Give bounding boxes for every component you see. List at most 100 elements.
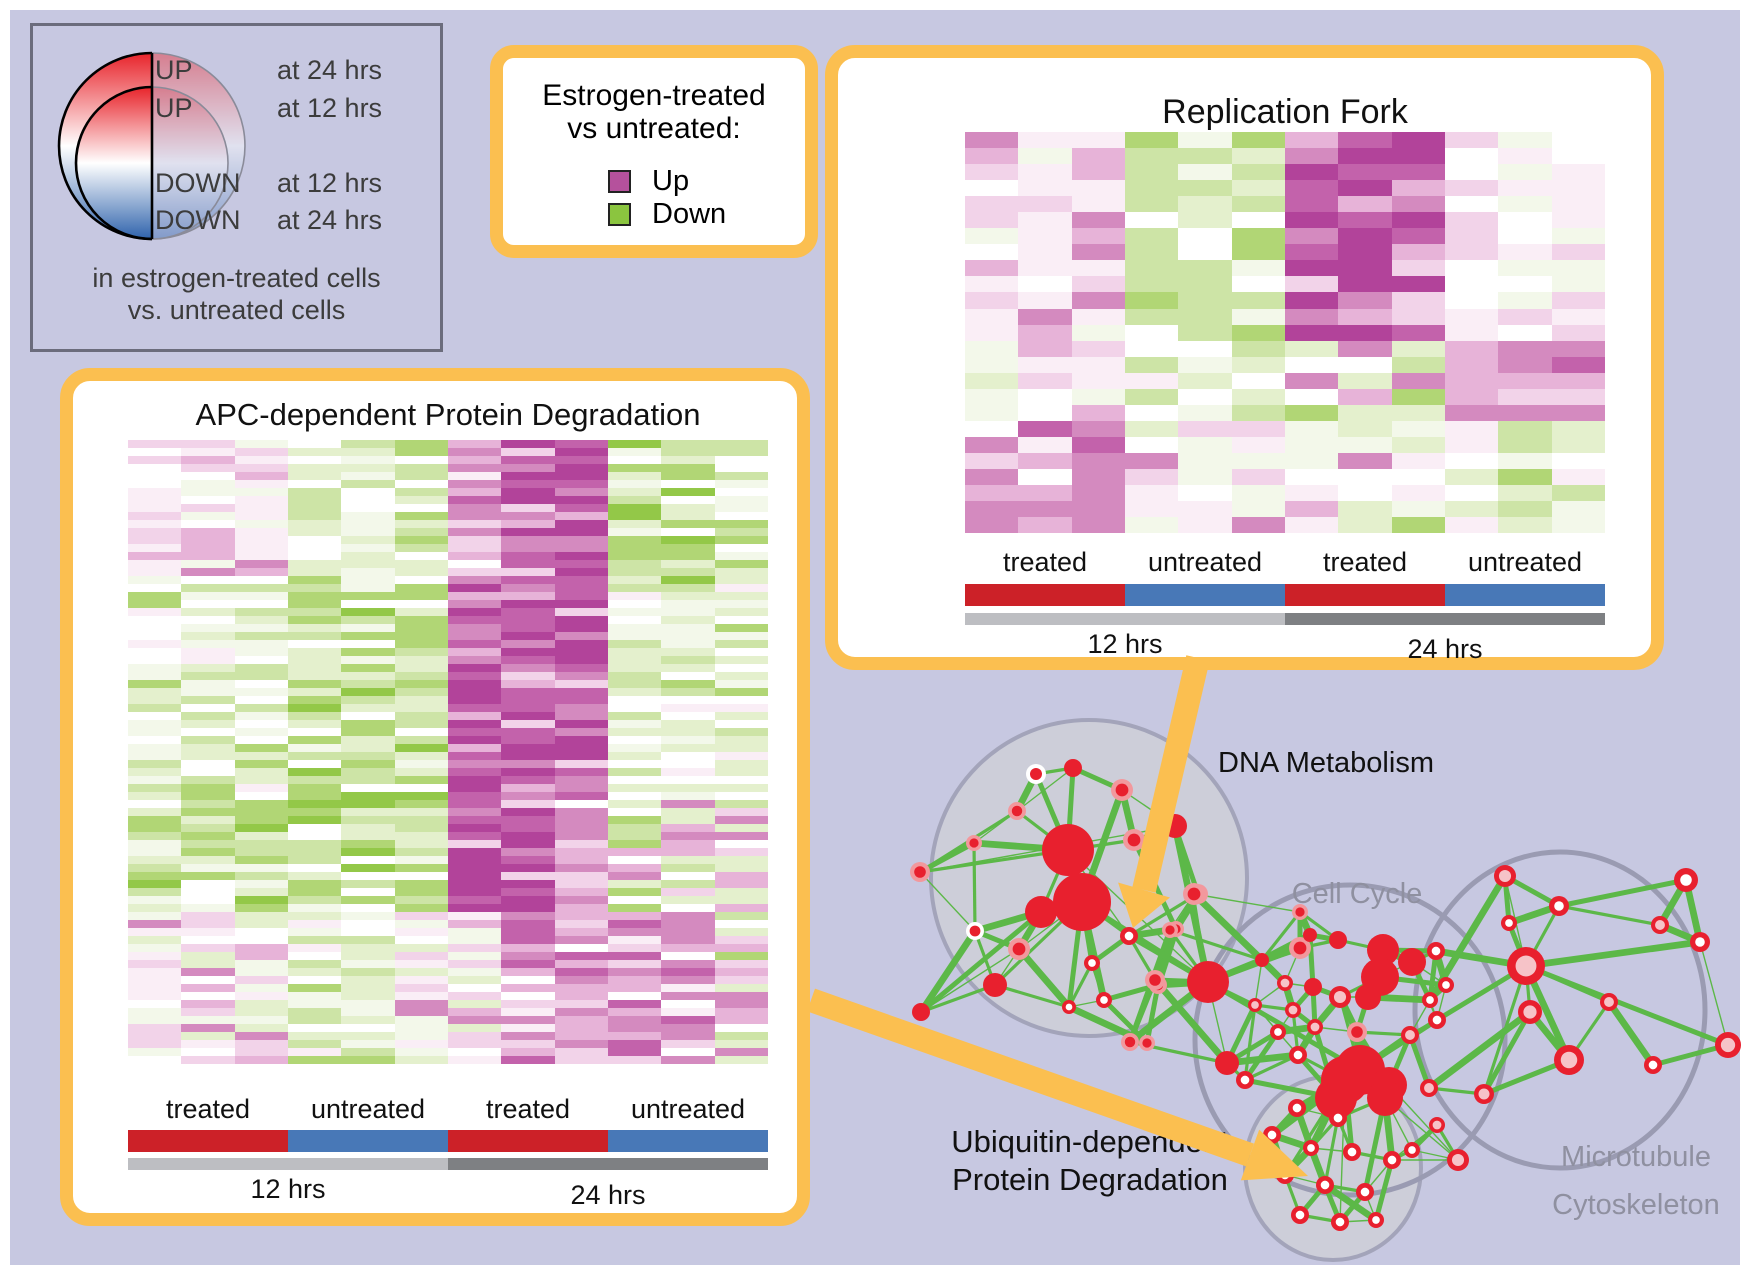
heatmap-cell — [1124, 340, 1179, 357]
heatmap-cell — [501, 880, 555, 888]
heatmap-cell — [714, 608, 768, 616]
heatmap-cell — [447, 576, 502, 584]
dna-metabolism-label: DNA Metabolism — [1218, 747, 1434, 779]
heatmap-cell — [965, 340, 1019, 357]
heatmap-cell — [1391, 244, 1445, 261]
heatmap-cell — [661, 448, 715, 456]
rf-group-label-4: untreated — [1467, 547, 1583, 577]
heatmap-cell — [128, 688, 182, 696]
rf-group-label-3: treated — [1322, 547, 1408, 577]
heatmap-cell — [607, 784, 662, 792]
heatmap-cell — [128, 624, 182, 632]
heatmap-cell — [128, 464, 182, 472]
heatmap-cell — [554, 656, 608, 664]
heatmap-cell — [128, 984, 182, 992]
heatmap-cell — [341, 776, 395, 784]
heatmap-cell — [447, 856, 502, 864]
heatmap-cell — [501, 656, 555, 664]
heatmap-cell — [607, 664, 662, 672]
heatmap-cell — [447, 512, 502, 520]
heatmap-cell — [501, 1032, 555, 1040]
heatmap-cell — [661, 488, 715, 496]
heatmap-cell — [501, 928, 555, 936]
heatmap-cell — [394, 480, 448, 488]
heatmap-cell — [234, 1032, 288, 1040]
heatmap-cell — [501, 744, 555, 752]
heatmap-cell — [554, 488, 608, 496]
heatmap-cell — [341, 704, 395, 712]
heatmap-cell — [501, 816, 555, 824]
heatmap-cell — [1444, 372, 1499, 389]
heatmap-cell — [714, 776, 768, 784]
heatmap-cell — [1391, 452, 1445, 469]
heatmap-cell — [234, 992, 288, 1000]
heatmap-cell — [341, 448, 395, 456]
heatmap-cell — [607, 520, 662, 528]
heatmap-cell — [714, 568, 768, 576]
heatmap-cell — [341, 512, 395, 520]
heatmap-cell — [394, 560, 448, 568]
heatmap-cell — [1284, 324, 1339, 341]
heatmap-cell — [394, 856, 448, 864]
heatmap-cell — [501, 440, 555, 448]
heatmap-row — [128, 976, 768, 984]
heatmap-cell — [128, 704, 182, 712]
heatmap-cell — [394, 752, 448, 760]
heatmap-row — [128, 680, 768, 688]
heatmap-row — [128, 528, 768, 536]
heatmap-cell — [341, 816, 395, 824]
heatmap-cell — [128, 664, 182, 672]
heatmap-cell — [287, 680, 342, 688]
heatmap-cell — [1284, 404, 1339, 421]
heatmap-cell — [1124, 388, 1179, 405]
heatmap-cell — [1498, 340, 1552, 357]
heatmap-row — [128, 792, 768, 800]
apc-group-label-2: untreated — [310, 1094, 426, 1124]
heatmap-cell — [181, 704, 235, 712]
heatmap-cell — [1178, 132, 1232, 149]
heatmap-cell — [181, 624, 235, 632]
heatmap-cell — [501, 672, 555, 680]
heatmap-cell — [181, 672, 235, 680]
heatmap-cell — [394, 536, 448, 544]
heatmap-cell — [501, 512, 555, 520]
heatmap-cell — [661, 880, 715, 888]
heatmap-cell — [501, 808, 555, 816]
heatmap-cell — [394, 496, 448, 504]
heatmap-cell — [1018, 356, 1072, 373]
heatmap-cell — [181, 912, 235, 920]
heatmap-cell — [1124, 420, 1179, 437]
heatmap-cell — [234, 912, 288, 920]
heatmap-cell — [554, 616, 608, 624]
heatmap-cell — [341, 528, 395, 536]
heatmap-cell — [1018, 404, 1072, 421]
heatmap-cell — [394, 576, 448, 584]
heatmap-cell — [234, 720, 288, 728]
heatmap-cell — [234, 808, 288, 816]
down-label: Down — [652, 198, 727, 230]
heatmap-row — [965, 501, 1605, 518]
heatmap-cell — [1284, 260, 1339, 277]
heatmap-cell — [341, 616, 395, 624]
heatmap-cell — [394, 608, 448, 616]
heatmap-cell — [661, 936, 715, 944]
heatmap-cell — [1444, 468, 1499, 486]
heatmap-cell — [128, 928, 182, 936]
heatmap-row — [128, 928, 768, 936]
heatmap-cell — [661, 640, 715, 648]
heatmap-cell — [447, 1048, 502, 1056]
heatmap-cell — [607, 976, 662, 984]
heatmap-cell — [1284, 501, 1339, 518]
heatmap-cell — [607, 736, 662, 744]
heatmap-cell — [181, 496, 235, 504]
heatmap-cell — [501, 640, 555, 648]
heatmap-cell — [714, 504, 768, 512]
heatmap-cell — [554, 744, 608, 752]
heatmap-row — [128, 736, 768, 744]
heatmap-row — [128, 600, 768, 608]
heatmap-cell — [287, 480, 342, 488]
heatmap-cell — [1178, 372, 1232, 389]
heatmap-row — [128, 696, 768, 704]
heatmap-cell — [287, 464, 342, 472]
